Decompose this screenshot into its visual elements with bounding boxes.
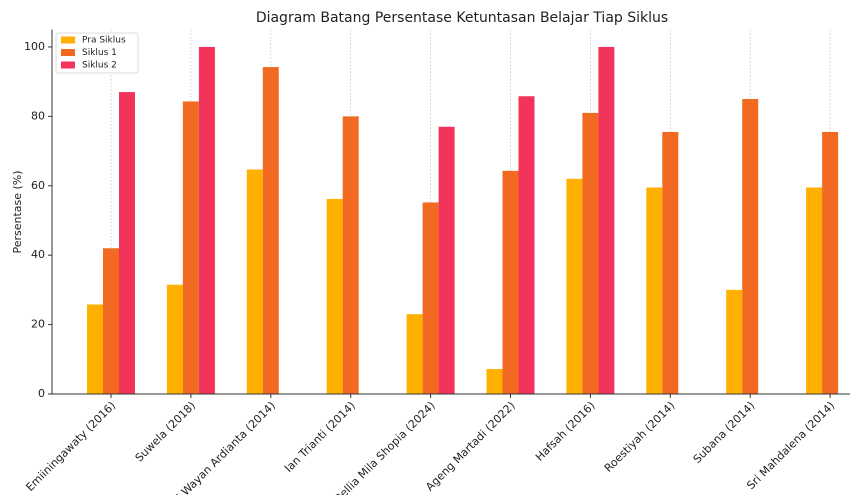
y-axis-label: Persentase (%) [11, 170, 24, 253]
bar [262, 67, 279, 394]
legend: Pra Siklus Siklus 1 Siklus 2 [55, 32, 139, 74]
bar [87, 304, 103, 394]
bar [582, 112, 599, 395]
bar [166, 284, 183, 394]
bar [342, 116, 359, 394]
bar [486, 369, 503, 394]
bar [806, 187, 823, 394]
bar [406, 314, 423, 394]
bar [422, 202, 439, 394]
y-tick-label: 60 [31, 179, 45, 192]
bar [119, 92, 135, 394]
bar [502, 170, 519, 394]
x-tick-label: Roestiyah (2014) [602, 399, 678, 475]
legend-label: Siklus 1 [82, 48, 117, 58]
bar [598, 46, 615, 394]
legend-swatch [61, 49, 75, 56]
y-tick-label: 100 [24, 40, 45, 53]
bar [326, 198, 343, 394]
bar [646, 187, 663, 394]
x-tick-label: Hafsah (2016) [533, 399, 598, 464]
y-tick-label: 40 [31, 248, 45, 261]
x-tick-label: Emiiningawaty (2016) [23, 399, 118, 494]
bar [518, 96, 535, 394]
bar [662, 131, 679, 394]
bar [246, 169, 263, 394]
legend-swatch [61, 61, 75, 69]
y-tick-label: 80 [31, 109, 45, 122]
bar [822, 131, 839, 394]
x-tick-label: Suwela (2018) [133, 399, 198, 464]
bar [182, 101, 199, 395]
bar [742, 99, 759, 394]
x-tick-label: Subana (2014) [691, 399, 758, 466]
bar [566, 178, 583, 394]
x-tick-label: Sri Mahdalena (2014) [744, 399, 837, 492]
x-tick-label: Ageng Martadi (2022) [423, 399, 518, 494]
legend-frame [55, 32, 139, 74]
x-tick-label: Ian Trianti (2014) [282, 399, 358, 475]
bar [726, 289, 743, 394]
bar [438, 126, 455, 395]
legend-label: Pra Siklus [82, 36, 126, 46]
y-tick-label: 20 [31, 318, 45, 331]
y-tick-label: 0 [38, 387, 45, 400]
bar [103, 248, 119, 394]
legend-label: Siklus 2 [82, 61, 117, 71]
legend-swatch [61, 36, 75, 44]
bar [198, 46, 215, 394]
chart-title: Diagram Batang Persentase Ketuntasan Bel… [256, 10, 668, 26]
